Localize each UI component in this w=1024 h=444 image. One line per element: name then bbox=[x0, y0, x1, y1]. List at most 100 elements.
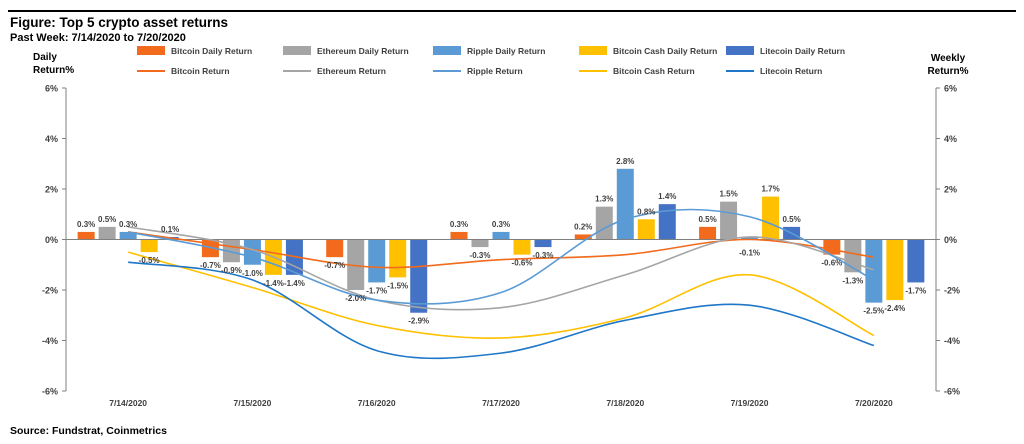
x-category-label: 7/19/2020 bbox=[731, 398, 769, 408]
right-tick-label: -2% bbox=[944, 286, 960, 296]
right-tick-label: 4% bbox=[944, 134, 957, 144]
bar-bitcoin-daily-return bbox=[574, 234, 592, 240]
left-tick-label: 4% bbox=[45, 134, 58, 144]
bar-data-label: -0.6% bbox=[821, 259, 842, 268]
bar-data-label: -0.3% bbox=[470, 251, 491, 260]
source-note: Source: Fundstrat, Coinmetrics bbox=[10, 425, 167, 437]
bar-data-label: -1.7% bbox=[905, 286, 926, 295]
bar-data-label: -0.3% bbox=[533, 251, 554, 260]
right-tick-label: -6% bbox=[944, 387, 960, 397]
right-tick-label: 2% bbox=[944, 185, 957, 195]
bar-data-label: -2.4% bbox=[884, 304, 905, 313]
left-tick-label: 6% bbox=[45, 84, 58, 94]
bar-data-label: -1.4% bbox=[284, 279, 305, 288]
bar-data-label: -0.7% bbox=[324, 261, 345, 270]
bar-data-label: 0.5% bbox=[698, 215, 716, 224]
top-rule bbox=[8, 10, 1016, 12]
figure-title: Figure: Top 5 crypto asset returns bbox=[10, 15, 229, 30]
x-category-label: 7/16/2020 bbox=[358, 398, 396, 408]
bar-bitcoin-daily-return bbox=[77, 231, 95, 240]
bar-ripple-daily-return bbox=[616, 168, 634, 240]
legend-label: Bitcoin Daily Return bbox=[171, 46, 252, 56]
bar-data-label: 1.3% bbox=[595, 195, 613, 204]
legend-label: Bitcoin Cash Daily Return bbox=[613, 46, 717, 56]
bar-data-label: -0.1% bbox=[739, 249, 760, 258]
bar-litecoin-daily-return bbox=[907, 239, 925, 283]
bar-data-label: -1.3% bbox=[842, 276, 863, 285]
bar-ethereum-daily-return bbox=[720, 201, 738, 240]
bar-bitcoin-cash-daily-return bbox=[886, 239, 904, 301]
left-tick-label: -6% bbox=[42, 387, 58, 397]
left-tick-label: 0% bbox=[45, 235, 58, 245]
bar-data-label: 2.8% bbox=[616, 157, 634, 166]
bar-data-label: 0.5% bbox=[98, 215, 116, 224]
bar-data-label: 0.2% bbox=[574, 222, 592, 231]
bar-data-label: 0.3% bbox=[77, 220, 95, 229]
bar-ripple-daily-return bbox=[119, 231, 137, 240]
bar-data-label: 0.3% bbox=[450, 220, 468, 229]
legend-label: Ethereum Daily Return bbox=[317, 46, 409, 56]
x-category-label: 7/15/2020 bbox=[234, 398, 272, 408]
bar-bitcoin-cash-daily-return bbox=[762, 196, 780, 240]
bar-data-label: 1.5% bbox=[719, 190, 737, 199]
bar-ethereum-daily-return bbox=[595, 206, 613, 240]
legend-label: Ripple Daily Return bbox=[467, 46, 545, 56]
bar-data-label: -0.9% bbox=[221, 266, 242, 275]
bar-litecoin-daily-return bbox=[410, 239, 428, 313]
bar-data-label: 1.7% bbox=[761, 185, 779, 194]
left-axis-title-line2: Return% bbox=[33, 65, 74, 76]
bar-data-label: 1.4% bbox=[658, 192, 676, 201]
bar-data-label: -1.5% bbox=[387, 281, 408, 290]
bar-bitcoin-daily-return bbox=[699, 226, 717, 240]
x-category-label: 7/20/2020 bbox=[855, 398, 893, 408]
bar-data-label: -0.7% bbox=[200, 261, 221, 270]
right-tick-label: 6% bbox=[944, 84, 957, 94]
bar-data-label: 0.3% bbox=[119, 220, 137, 229]
left-tick-label: -4% bbox=[42, 336, 58, 346]
bar-data-label: -1.7% bbox=[366, 286, 387, 295]
bar-data-label: 0.8% bbox=[637, 207, 655, 216]
x-category-label: 7/17/2020 bbox=[482, 398, 520, 408]
right-axis-title-line2: Return% bbox=[927, 66, 968, 77]
legend-label: Ethereum Return bbox=[317, 66, 386, 76]
legend-swatch-bar bbox=[433, 46, 461, 55]
bar-data-label: 0.3% bbox=[492, 220, 510, 229]
legend-label: Litecoin Daily Return bbox=[760, 46, 845, 56]
bar-bitcoin-cash-daily-return bbox=[140, 239, 158, 253]
bar-ethereum-daily-return bbox=[347, 239, 365, 290]
legend-swatch-bar bbox=[726, 46, 754, 55]
bar-data-label: 0.5% bbox=[782, 215, 800, 224]
bar-bitcoin-cash-daily-return bbox=[637, 219, 655, 240]
legend-label: Bitcoin Cash Return bbox=[613, 66, 695, 76]
legend-swatch-bar bbox=[579, 46, 607, 55]
right-tick-label: 0% bbox=[944, 235, 957, 245]
bar-bitcoin-cash-daily-return bbox=[513, 239, 531, 255]
bar-bitcoin-daily-return bbox=[326, 239, 344, 258]
bar-data-label: 0.1% bbox=[161, 225, 179, 234]
bar-data-label: -1.0% bbox=[242, 269, 263, 278]
bar-ripple-daily-return bbox=[368, 239, 386, 283]
line-ripple-return bbox=[127, 208, 875, 305]
line-ethereum-return bbox=[127, 226, 875, 311]
x-category-label: 7/18/2020 bbox=[606, 398, 644, 408]
bar-data-label: -2.0% bbox=[345, 294, 366, 303]
legend-swatch-bar bbox=[137, 46, 165, 55]
legend-label: Ripple Return bbox=[467, 66, 523, 76]
x-category-label: 7/14/2020 bbox=[109, 398, 147, 408]
legend-label: Litecoin Return bbox=[760, 66, 822, 76]
bar-data-label: -0.6% bbox=[512, 259, 533, 268]
left-axis-title-line1: Daily bbox=[33, 52, 57, 63]
legend-label: Bitcoin Return bbox=[171, 66, 230, 76]
left-tick-label: 2% bbox=[45, 185, 58, 195]
bar-data-label: -2.5% bbox=[863, 307, 884, 316]
right-axis-title-line1: Weekly bbox=[931, 53, 966, 64]
bar-data-label: -2.9% bbox=[408, 317, 429, 326]
left-tick-label: -2% bbox=[42, 286, 58, 296]
bar-litecoin-daily-return bbox=[534, 239, 552, 248]
bar-ripple-daily-return bbox=[741, 236, 759, 240]
bar-bitcoin-daily-return bbox=[450, 231, 468, 240]
bar-litecoin-daily-return bbox=[658, 204, 676, 240]
bar-ripple-daily-return bbox=[492, 231, 510, 240]
bar-data-label: -1.4% bbox=[263, 279, 284, 288]
